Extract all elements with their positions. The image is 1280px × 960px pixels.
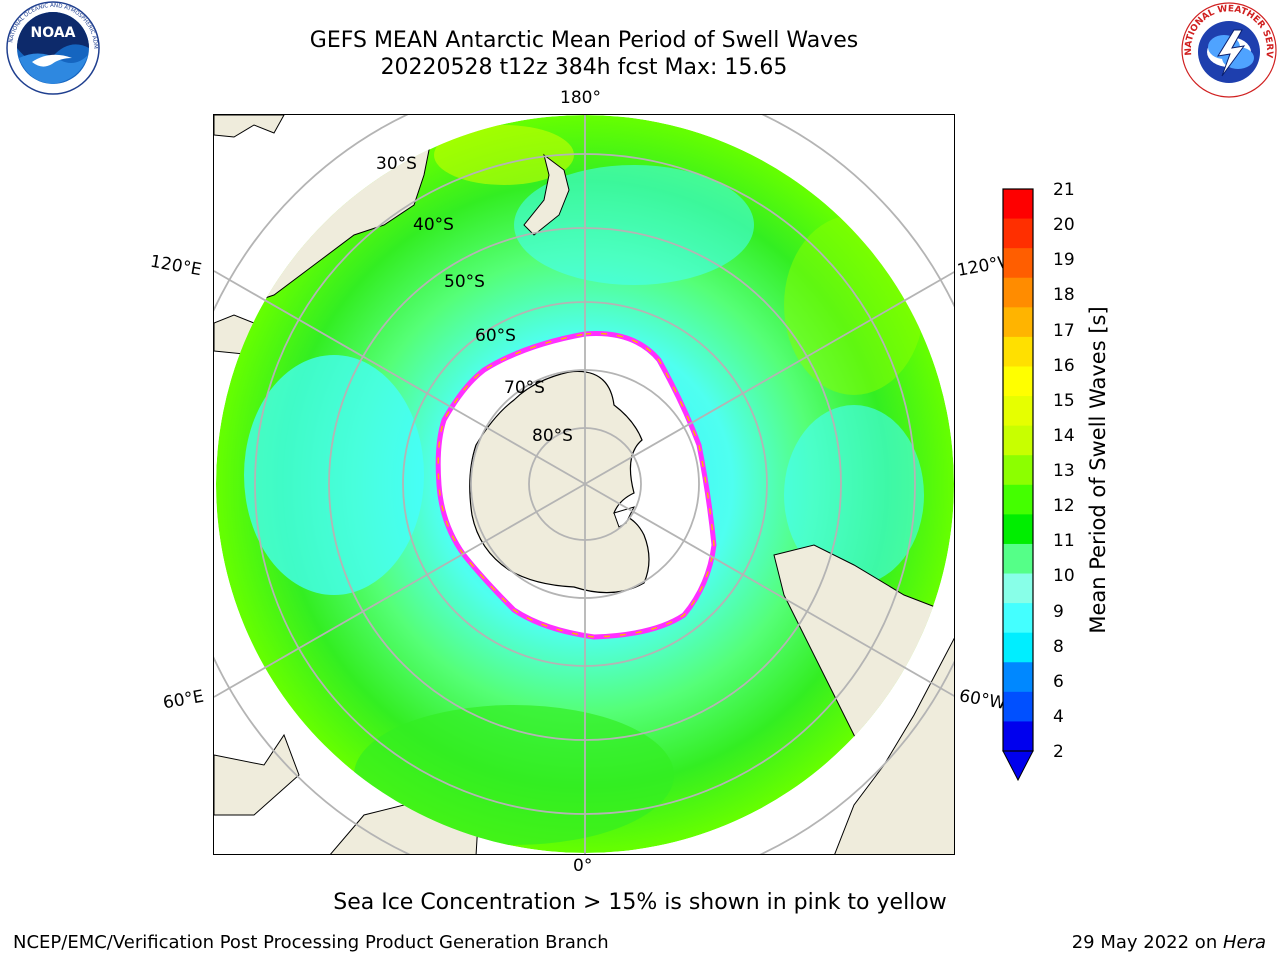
nws-logo-icon: NATIONAL WEATHER SERVICE (1178, 0, 1277, 98)
colorbar-segment (1003, 189, 1033, 220)
colorbar-tick-label: 6 (1053, 671, 1064, 692)
colorbar-tick-label: 8 (1053, 636, 1064, 657)
colorbar-tick-label: 9 (1053, 601, 1064, 622)
colorbar-segment (1003, 543, 1033, 575)
colorbar-tick-label: 21 (1053, 180, 1075, 200)
colorbar-tick-label: 4 (1053, 706, 1064, 727)
colorbar-label: Mean Period of Swell Waves [s] (1086, 306, 1110, 634)
map-title: GEFS MEAN Antarctic Mean Period of Swell… (309, 28, 859, 53)
colorbar-segment (1003, 573, 1033, 604)
swell-zone-north-tasman (434, 125, 574, 185)
colorbar-extend-arrow (1002, 750, 1034, 782)
colorbar-segment (1003, 277, 1033, 308)
madagascar-land (214, 733, 300, 816)
colorbar-segment (1003, 514, 1033, 545)
noaa-logo-icon: NOAA NATIONAL OCEANIC AND ATMOSPHERIC AD… (0, 0, 100, 95)
colorbar-segment (1003, 632, 1033, 663)
colorbar (1002, 188, 1034, 782)
footer-date: 29 May 2022 on Hera (1072, 932, 1266, 953)
colorbar-tick-label: 2 (1053, 742, 1064, 762)
footer-branch: NCEP/EMC/Verification Post Processing Pr… (13, 932, 609, 953)
colorbar-segment (1003, 455, 1033, 486)
footer-date-text: 29 May 2022 on (1071, 932, 1223, 953)
colorbar-tick-label: 15 (1053, 390, 1075, 411)
swell-zone-indian-ocean (244, 355, 424, 595)
lon-label-60e: 60°E (161, 686, 206, 714)
colorbar-tick-label: 20 (1053, 215, 1075, 236)
colorbar-tick-label: 10 (1053, 566, 1075, 587)
lat-label-70s: 70°S (504, 378, 545, 398)
colorbar-segment (1003, 218, 1033, 249)
colorbar-tick-label: 14 (1053, 425, 1075, 446)
sea-ice-note: Sea Ice Concentration > 15% is shown in … (333, 890, 947, 915)
lat-label-30s: 30°S (376, 154, 417, 174)
swell-zone-south-pacific (784, 215, 924, 395)
colorbar-segment (1003, 425, 1033, 456)
noaa-logo-text: NOAA (31, 25, 76, 41)
swell-period-map: 30°S 40°S 50°S 60°S 70°S 80°S (214, 115, 954, 854)
colorbar-segment (1003, 307, 1033, 338)
colorbar-tick-label: 18 (1053, 285, 1075, 306)
south-america-edge (834, 637, 954, 854)
lat-label-80s: 80°S (532, 426, 573, 446)
colorbar-segment (1003, 603, 1033, 634)
australia-land (214, 115, 285, 138)
lat-label-50s: 50°S (444, 272, 485, 292)
swell-zone-south-atlantic (784, 405, 924, 585)
lon-label-120e: 120°E (148, 251, 204, 281)
colorbar-tick-label: 17 (1053, 320, 1075, 341)
lat-label-60s: 60°S (475, 326, 516, 346)
new-zealand-land (523, 153, 570, 236)
sea-ice-edge-highlight (437, 332, 715, 638)
colorbar-tick-label: 19 (1053, 250, 1075, 271)
colorbar-tick-label: 13 (1053, 461, 1075, 481)
colorbar-tick-label: 12 (1053, 496, 1075, 517)
colorbar-segment (1003, 366, 1033, 397)
colorbar-segment (1003, 248, 1033, 279)
longitude-lines (214, 115, 954, 854)
colorbar-segment (1003, 484, 1033, 515)
colorbar-segment (1003, 721, 1033, 752)
colorbar-segment (1003, 336, 1033, 367)
colorbar-tick-label: 11 (1053, 531, 1075, 552)
colorbar-segment (1003, 662, 1033, 693)
footer-host: Hera (1222, 932, 1266, 953)
lat-label-40s: 40°S (413, 215, 454, 235)
colorbar-segment (1003, 396, 1033, 427)
lon-label-180: 180° (560, 88, 601, 108)
swell-zone-tasman (514, 165, 754, 285)
colorbar-segment (1003, 691, 1033, 722)
colorbar-tick-label: 16 (1053, 355, 1075, 376)
antarctic-map: 30°S 40°S 50°S 60°S 70°S 80°S (213, 114, 955, 855)
colorbar-outline (1002, 188, 1034, 752)
lon-label-0: 0° (573, 856, 593, 876)
map-subtitle: 20220528 t12z 384h fcst Max: 15.65 (380, 55, 788, 80)
